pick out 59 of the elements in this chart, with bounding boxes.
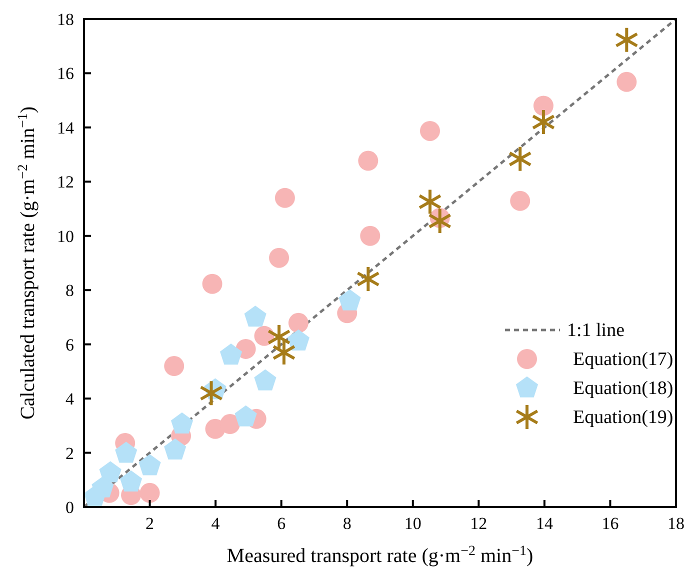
- y-tick-label: 18: [57, 10, 74, 29]
- x-tick-label: 18: [668, 514, 684, 533]
- point: [269, 248, 290, 268]
- y-tick-label: 6: [66, 335, 74, 354]
- y-tick-label: 12: [57, 172, 74, 192]
- point: [418, 190, 442, 214]
- point: [420, 120, 440, 141]
- point: [357, 266, 380, 291]
- point: [268, 325, 290, 350]
- y-tick-label: 8: [66, 281, 74, 300]
- y-tick-label: 4: [66, 390, 74, 409]
- x-axis-title: Measured transport rate (g·m$^{−2}$ min$^{−1}$): [226, 544, 534, 567]
- point: [115, 442, 138, 463]
- point: [616, 28, 638, 52]
- point: [99, 461, 122, 482]
- point: [140, 482, 160, 503]
- point: [358, 150, 378, 171]
- point: [338, 289, 361, 310]
- x-tick-label: 8: [342, 514, 352, 533]
- point: [287, 330, 310, 350]
- point: [272, 340, 296, 364]
- point: [234, 405, 257, 426]
- x-tick-label: 16: [602, 514, 619, 533]
- point: [533, 96, 554, 116]
- point: [508, 146, 532, 171]
- point: [200, 381, 222, 406]
- x-tick-label: 12: [470, 514, 488, 533]
- point: [532, 110, 555, 134]
- point: [274, 188, 295, 208]
- point: [220, 344, 242, 365]
- legend-label: Equation(19): [573, 407, 674, 428]
- x-tick-label: 10: [404, 514, 422, 533]
- x-tick-label: 4: [211, 514, 220, 533]
- point: [220, 414, 240, 434]
- point: [428, 208, 451, 233]
- legend-label: Equation(17): [573, 349, 674, 370]
- point: [510, 190, 530, 211]
- x-tick-label: 2: [146, 514, 154, 533]
- point: [120, 470, 142, 492]
- point: [202, 274, 222, 294]
- y-tick-label: 10: [57, 226, 74, 246]
- point: [164, 356, 184, 376]
- point: [360, 226, 380, 246]
- point: [171, 412, 193, 434]
- point: [254, 369, 276, 390]
- point: [138, 454, 161, 476]
- y-tick-label: 2: [66, 444, 74, 463]
- point: [244, 306, 266, 327]
- point: [164, 438, 186, 460]
- y-tick-label: 16: [57, 64, 74, 84]
- y-tick-label: 14: [57, 118, 74, 138]
- point: [616, 72, 637, 92]
- point: [84, 485, 106, 506]
- x-tick-label: 14: [536, 514, 554, 533]
- legend-label: Equation(18): [573, 378, 674, 399]
- point: [288, 312, 308, 333]
- x-tick-label: 6: [277, 514, 286, 533]
- y-tick-label: 0: [66, 498, 74, 517]
- legend-label: 1:1 line: [567, 320, 625, 341]
